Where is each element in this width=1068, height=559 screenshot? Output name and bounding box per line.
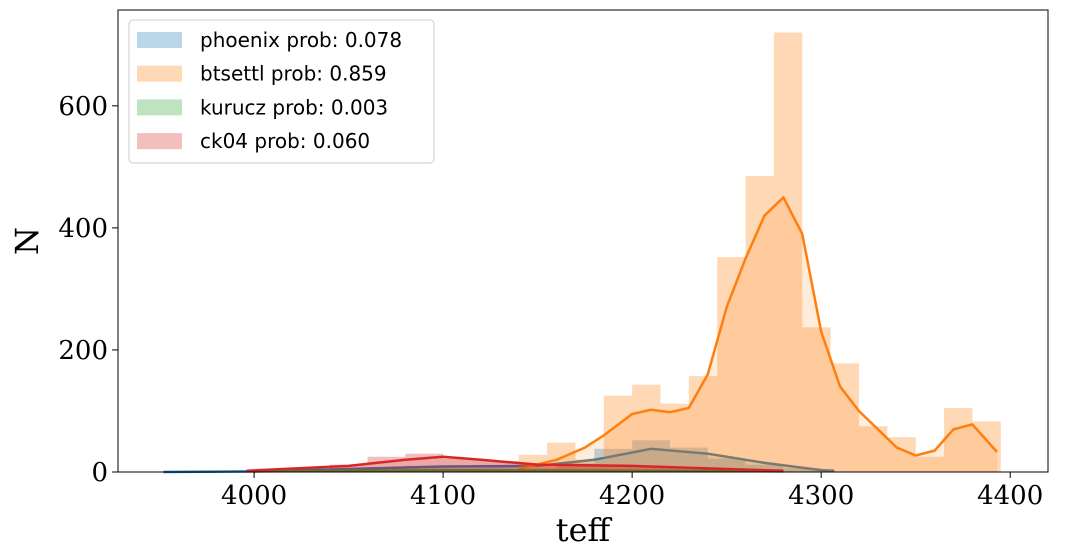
histogram-bar bbox=[660, 403, 689, 472]
plot-frame bbox=[117, 9, 1049, 473]
histogram-bar bbox=[830, 363, 859, 472]
legend: phoenix prob: 0.078 btsettl prob: 0.859 ku… bbox=[128, 19, 435, 164]
histogram-bar bbox=[254, 470, 292, 472]
kde-area bbox=[246, 456, 784, 472]
legend-swatch bbox=[137, 32, 182, 48]
x-tick-label: 4200 bbox=[599, 481, 665, 511]
histogram-bar bbox=[688, 376, 718, 472]
histogram-bar bbox=[556, 465, 595, 472]
y-tick-label: 200 bbox=[58, 336, 108, 366]
histogram-bar bbox=[944, 407, 973, 472]
histogram-bar bbox=[443, 458, 481, 472]
y-axis-label: N bbox=[8, 227, 46, 255]
legend-frame bbox=[128, 19, 435, 164]
histogram-bar bbox=[518, 464, 557, 472]
histogram-bar bbox=[632, 384, 661, 472]
histogram-bar bbox=[443, 465, 481, 472]
legend-label: kurucz prob: 0.003 bbox=[200, 95, 388, 119]
y-tick-label: 600 bbox=[58, 92, 108, 122]
histogram-bar bbox=[291, 468, 330, 472]
kde-area bbox=[518, 197, 997, 472]
legend-swatch bbox=[137, 99, 182, 116]
x-tick-label: 4400 bbox=[977, 481, 1043, 511]
legend-swatch bbox=[137, 65, 182, 82]
histogram-bar bbox=[603, 395, 633, 472]
kde-line bbox=[254, 468, 784, 473]
kde-line bbox=[518, 196, 998, 471]
histogram-bar bbox=[669, 467, 708, 472]
histogram-bar bbox=[594, 465, 633, 472]
histogram-bar bbox=[745, 464, 784, 472]
histogram-bar bbox=[915, 456, 945, 472]
x-tick-label: 4000 bbox=[221, 481, 287, 511]
x-tick-label: 4300 bbox=[788, 481, 854, 511]
kde-line bbox=[246, 455, 784, 473]
y-tick-label: 0 bbox=[91, 458, 108, 488]
x-tick-label: 4100 bbox=[410, 481, 476, 511]
x-axis-label: teff bbox=[556, 511, 613, 549]
legend-label: btsettl prob: 0.859 bbox=[200, 62, 387, 86]
histogram-bar bbox=[632, 467, 670, 472]
histogram-bar bbox=[329, 464, 368, 472]
legend-label: ck04 prob: 0.060 bbox=[200, 129, 370, 153]
histogram-bar bbox=[556, 463, 595, 472]
histogram-bar bbox=[783, 468, 822, 472]
histogram-bar bbox=[773, 32, 803, 473]
histogram-bar bbox=[802, 327, 831, 472]
histogram-bar bbox=[405, 465, 444, 472]
legend-label: phoenix prob: 0.078 bbox=[200, 28, 402, 52]
y-tick-label: 400 bbox=[58, 214, 108, 244]
legend-swatch bbox=[137, 133, 182, 150]
histogram-bar bbox=[480, 461, 519, 472]
